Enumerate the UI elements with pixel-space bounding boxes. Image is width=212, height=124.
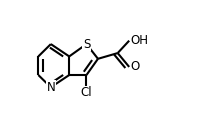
Text: N: N [46, 81, 55, 94]
Text: O: O [131, 60, 140, 73]
Text: Cl: Cl [81, 86, 92, 99]
Text: OH: OH [131, 34, 148, 47]
Text: S: S [83, 38, 90, 51]
